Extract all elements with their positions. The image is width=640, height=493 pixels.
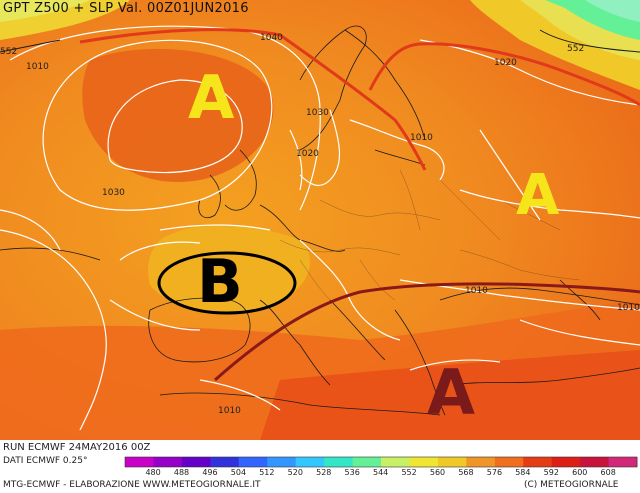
legend-swatch xyxy=(409,457,439,467)
legend-swatch xyxy=(494,457,524,467)
legend-value: 560 xyxy=(429,468,446,477)
isobars xyxy=(0,25,640,431)
field-trough xyxy=(148,224,310,313)
legend-swatch xyxy=(608,457,638,467)
legend-swatch xyxy=(381,457,410,467)
legend-value: 592 xyxy=(543,468,559,477)
legend-value: 528 xyxy=(316,468,332,477)
ridge-axis-northeast xyxy=(368,42,640,107)
credit-text: MTG-ECMWF - ELABORAZIONE WWW.METEOGIORNA… xyxy=(3,480,261,490)
high-pressure-letter-south: A xyxy=(427,356,475,429)
isobar-label: 1010 xyxy=(218,406,241,416)
map-title: GPT Z500 + SLP Val. 00Z01JUN2016 xyxy=(3,1,249,16)
field-light-nw xyxy=(0,0,90,22)
legend-swatch xyxy=(153,457,183,467)
high-pressure-letter-nw: A xyxy=(188,63,235,133)
low-pressure-letter: B xyxy=(197,247,243,317)
ridge-axis-north xyxy=(79,28,427,171)
legend-value: 552 xyxy=(401,468,417,477)
legend-value: 480 xyxy=(145,468,161,477)
legend-value: 536 xyxy=(344,468,360,477)
run-info: RUN ECMWF 24MAY2016 00Z xyxy=(3,442,151,453)
data-source: DATI ECMWF 0.25° xyxy=(3,456,88,466)
isobar-label: 1040 xyxy=(260,33,283,43)
legend-value: 608 xyxy=(600,468,616,477)
geopotential-label: 552 xyxy=(0,47,18,57)
legend-value: 544 xyxy=(373,468,389,477)
low-pressure-ellipse xyxy=(157,251,297,315)
legend-value: 488 xyxy=(173,468,190,477)
axes-lines xyxy=(79,28,640,382)
isobar-label: 1020 xyxy=(494,58,517,68)
legend-value: 576 xyxy=(486,468,503,477)
field-cyan-ne xyxy=(575,0,640,22)
legend-swatch xyxy=(238,457,268,467)
legend-swatch xyxy=(125,457,154,467)
legend-value: 496 xyxy=(202,468,218,477)
borders xyxy=(279,169,581,301)
field-deep-south xyxy=(260,350,640,440)
isobar-label: 1010 xyxy=(465,286,488,296)
legend-value: 504 xyxy=(230,468,247,477)
high-pressure-letter-east: A xyxy=(516,163,560,228)
legend-value: 520 xyxy=(287,468,303,477)
legend-swatch xyxy=(295,457,325,467)
legend-swatch xyxy=(324,457,354,467)
legend-value: 568 xyxy=(458,468,474,477)
legend-value: 584 xyxy=(515,468,531,477)
legend-swatch xyxy=(551,457,581,467)
isobar-label: 1010 xyxy=(617,303,640,313)
isobar-label: 1010 xyxy=(410,133,433,143)
legend-swatch xyxy=(352,457,382,467)
field-high-nw xyxy=(82,48,274,182)
isobar-label: 1020 xyxy=(296,149,319,159)
legend-value: 600 xyxy=(572,468,588,477)
legend-border xyxy=(124,456,638,468)
legend-swatch xyxy=(580,457,610,467)
legend-swatch xyxy=(181,457,211,467)
legend-swatch xyxy=(267,457,297,467)
color-legend xyxy=(124,456,638,468)
legend-value: 512 xyxy=(259,468,275,477)
legend-swatch xyxy=(210,457,240,467)
legend-swatch xyxy=(466,457,496,467)
geopotential-label: 552 xyxy=(567,44,585,54)
copyright-text: (C) METEOGIORNALE xyxy=(524,480,619,490)
z500-552-line xyxy=(0,29,640,53)
legend-swatch xyxy=(523,457,553,467)
ridge-axis-south xyxy=(214,282,640,382)
isobar-label: 1010 xyxy=(26,62,49,72)
legend-swatch xyxy=(437,457,467,467)
isobar-label: 1030 xyxy=(306,108,329,118)
isobar-label: 1030 xyxy=(102,188,125,198)
